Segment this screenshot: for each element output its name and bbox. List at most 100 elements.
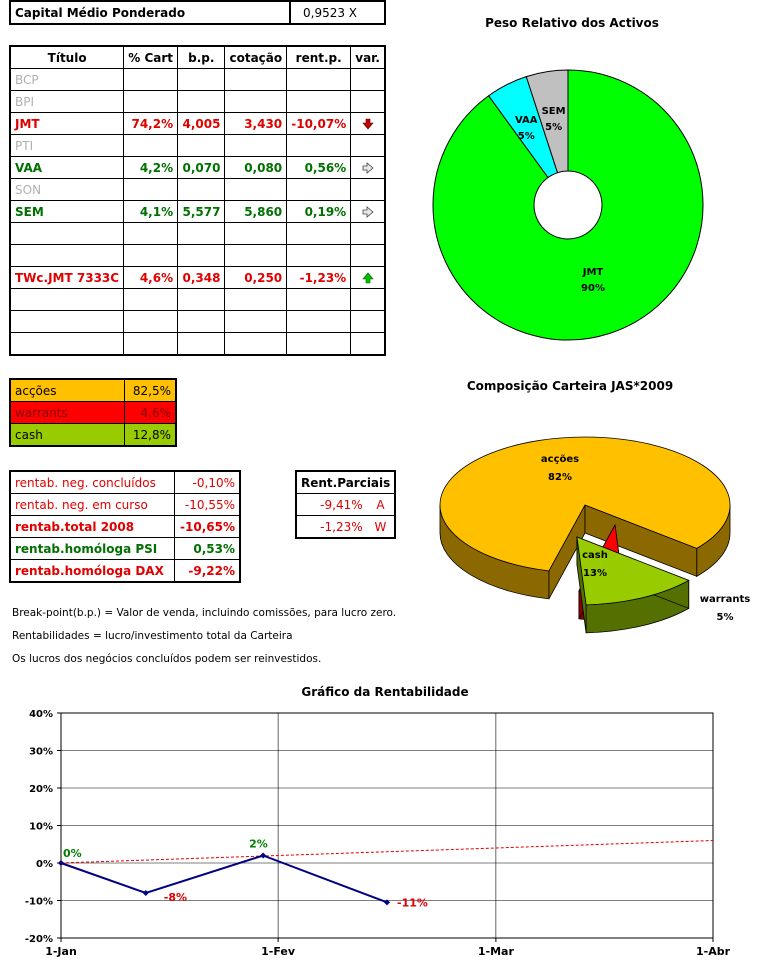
pie2-value: 82% bbox=[548, 472, 572, 483]
portfolio-row: SEM 4,1% 5,577 5,860 0,19% bbox=[9, 200, 386, 223]
line-ytick-label: 0% bbox=[36, 859, 53, 870]
note-lucros: Os lucros dos negócios concluídos podem … bbox=[12, 653, 322, 665]
rentab-value: -9,22% bbox=[174, 559, 241, 583]
portfolio-cell-cot: 3,430 bbox=[224, 112, 288, 135]
pie1-label: JMT bbox=[582, 267, 604, 278]
portfolio-col-header: rent.p. bbox=[286, 45, 352, 69]
portfolio-cell-titulo bbox=[9, 288, 125, 311]
portfolio-cell-cart bbox=[123, 288, 179, 311]
portfolio-cell-cart bbox=[123, 68, 179, 91]
line-ytick-label: 40% bbox=[29, 709, 53, 720]
line-point bbox=[142, 890, 149, 896]
portfolio-cell-rent bbox=[286, 310, 352, 333]
portfolio-col-header: var. bbox=[350, 45, 386, 69]
rentab-value: -0,10% bbox=[174, 470, 241, 494]
portfolio-cell-cart bbox=[123, 222, 179, 245]
rentab-label: rentab.homóloga DAX bbox=[9, 559, 175, 583]
portfolio-cell-cot bbox=[224, 244, 288, 267]
portfolio-cell-bp: 0,348 bbox=[177, 266, 226, 289]
pie2-slice-cash bbox=[576, 536, 690, 606]
rentab-label: rentab. neg. em curso bbox=[9, 493, 175, 516]
line-point-label: 2% bbox=[249, 838, 268, 851]
rentabilidade-table: rentab. neg. concluídos -0,10% rentab. neg… bbox=[9, 470, 241, 583]
pie1-slice-jmt bbox=[432, 69, 704, 341]
portfolio-cell-rent bbox=[286, 332, 352, 356]
portfolio-cell-bp bbox=[177, 134, 226, 157]
composition-value: 12,8% bbox=[124, 423, 177, 447]
parciais-value: -9,41% bbox=[295, 493, 367, 516]
portfolio-cell-titulo bbox=[9, 244, 125, 267]
portfolio-cell-var bbox=[350, 90, 386, 113]
capital-label: Capital Médio Ponderado bbox=[9, 0, 291, 25]
portfolio-cell-cot bbox=[224, 134, 288, 157]
portfolio-row: BCP bbox=[9, 68, 386, 91]
pie1-label: VAA bbox=[515, 115, 538, 126]
portfolio-row bbox=[9, 244, 386, 267]
portfolio-col-header: b.p. bbox=[177, 45, 226, 69]
portfolio-cell-titulo bbox=[9, 310, 125, 333]
portfolio-cell-var bbox=[350, 222, 386, 245]
portfolio-cell-var bbox=[350, 156, 386, 179]
portfolio-cell-cot: 0,080 bbox=[224, 156, 288, 179]
portfolio-cell-rent bbox=[286, 288, 352, 311]
portfolio-row bbox=[9, 288, 386, 311]
portfolio-cell-cart: 4,2% bbox=[123, 156, 179, 179]
parciais-header: Rent.Parciais bbox=[295, 470, 396, 494]
composition-row: cash 12,8% bbox=[9, 423, 177, 447]
composition-label: warrants bbox=[9, 401, 125, 424]
portfolio-cell-cart bbox=[123, 178, 179, 201]
portfolio-cell-bp bbox=[177, 332, 226, 356]
portfolio-cell-titulo: BPI bbox=[9, 90, 125, 113]
pie1-slice-sem bbox=[525, 69, 569, 174]
portfolio-table: Título% Cart b.p. cotação rent.p. var. BCP BP… bbox=[9, 45, 386, 356]
line-series-solid bbox=[60, 854, 388, 904]
portfolio-cell-bp bbox=[177, 90, 226, 113]
portfolio-cell-cot bbox=[224, 332, 288, 356]
portfolio-cell-titulo: SEM bbox=[9, 200, 125, 223]
parciais-header-row: Rent.Parciais bbox=[295, 470, 396, 494]
line-xtick-label: 1-Jan bbox=[45, 945, 77, 958]
portfolio-cell-var bbox=[350, 288, 386, 311]
portfolio-cell-cart: 4,1% bbox=[123, 200, 179, 223]
rentab-label: rentab. neg. concluídos bbox=[9, 470, 175, 494]
pie1-value: 90% bbox=[581, 283, 605, 294]
portfolio-cell-rent bbox=[286, 244, 352, 267]
portfolio-cell-cot bbox=[224, 288, 288, 311]
portfolio-row: BPI bbox=[9, 90, 386, 113]
portfolio-cell-rent: 0,19% bbox=[286, 200, 352, 223]
portfolio-cell-titulo bbox=[9, 222, 125, 245]
portfolio-cell-titulo: JMT bbox=[9, 112, 125, 135]
arrow-right-icon bbox=[362, 161, 374, 174]
pie1-value: 5% bbox=[518, 131, 535, 142]
arrow-up-icon bbox=[361, 272, 374, 284]
portfolio-cell-cart bbox=[123, 310, 179, 333]
pie2-slice-acções bbox=[439, 436, 731, 572]
portfolio-cell-var bbox=[350, 134, 386, 157]
rentab-row: rentab.homóloga DAX -9,22% bbox=[9, 559, 241, 583]
rentab-row: rentab. neg. concluídos -0,10% bbox=[9, 470, 241, 494]
portfolio-col-header: % Cart bbox=[123, 45, 179, 69]
composition-row: warrants 4,6% bbox=[9, 401, 177, 424]
portfolio-row: TWc.JMT 7333C 4,6% 0,348 0,250 -1,23% bbox=[9, 266, 386, 289]
portfolio-cell-var bbox=[350, 332, 386, 356]
parciais-code: W bbox=[366, 515, 396, 539]
composition-row: acções 82,5% bbox=[9, 378, 177, 402]
portfolio-cell-cot bbox=[224, 178, 288, 201]
portfolio-cell-bp: 0,070 bbox=[177, 156, 226, 179]
portfolio-row bbox=[9, 332, 386, 356]
capital-box: Capital Médio Ponderado 0,9523 X bbox=[9, 0, 386, 25]
portfolio-cell-bp: 5,577 bbox=[177, 200, 226, 223]
portfolio-cell-rent: -1,23% bbox=[286, 266, 352, 289]
portfolio-cell-cart bbox=[123, 332, 179, 356]
portfolio-cell-titulo: PTI bbox=[9, 134, 125, 157]
portfolio-cell-cart bbox=[123, 134, 179, 157]
portfolio-row: PTI bbox=[9, 134, 386, 157]
portfolio-cell-var bbox=[350, 178, 386, 201]
portfolio-cell-rent bbox=[286, 178, 352, 201]
pie2-label: cash bbox=[582, 550, 608, 561]
portfolio-cell-bp: 4,005 bbox=[177, 112, 226, 135]
composition-table: acções 82,5% warrants 4,6% cash 12,8% bbox=[9, 378, 177, 447]
parciais-value: -1,23% bbox=[295, 515, 367, 539]
line-ytick-label: 20% bbox=[29, 784, 53, 795]
portfolio-cell-cart: 4,6% bbox=[123, 266, 179, 289]
